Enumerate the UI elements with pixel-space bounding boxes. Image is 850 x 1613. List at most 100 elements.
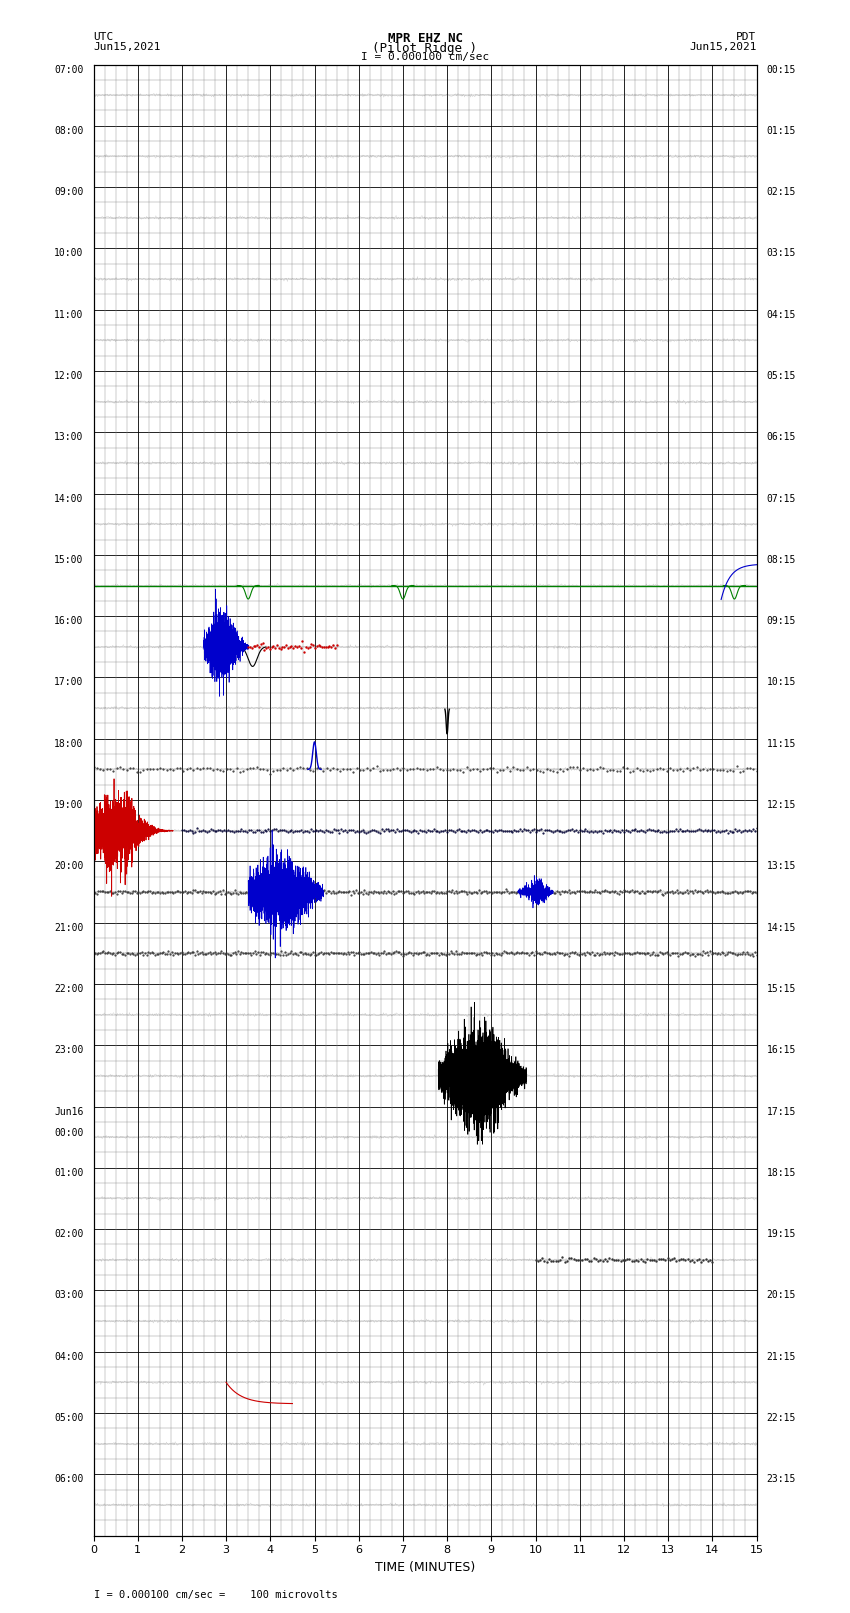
Point xyxy=(133,940,147,966)
Point xyxy=(304,940,318,966)
Point xyxy=(348,942,361,968)
Point xyxy=(245,942,258,968)
Point xyxy=(286,819,300,845)
Point xyxy=(729,753,743,779)
Point xyxy=(620,755,633,781)
Point xyxy=(696,879,710,905)
Point xyxy=(746,879,760,905)
Point xyxy=(148,879,162,905)
Point xyxy=(183,879,196,905)
Point xyxy=(92,877,105,903)
Point xyxy=(515,818,529,844)
Point xyxy=(479,939,492,965)
Point xyxy=(530,879,544,905)
Point xyxy=(736,818,750,844)
Point xyxy=(698,940,711,966)
Point xyxy=(537,877,551,903)
Point xyxy=(246,634,260,660)
Point xyxy=(280,632,293,658)
Point xyxy=(175,879,189,905)
Point xyxy=(200,940,213,966)
Point xyxy=(456,939,469,965)
Point xyxy=(184,939,198,965)
Point xyxy=(550,758,564,784)
Point xyxy=(137,877,150,903)
Point xyxy=(366,818,379,844)
Point xyxy=(645,942,659,968)
Point xyxy=(501,940,514,966)
Point xyxy=(713,819,727,845)
Point xyxy=(348,881,361,907)
Point xyxy=(635,940,649,966)
Point xyxy=(271,818,285,844)
Point xyxy=(264,940,278,966)
X-axis label: TIME (MINUTES): TIME (MINUTES) xyxy=(375,1561,475,1574)
Point xyxy=(614,879,627,905)
Point xyxy=(433,942,446,968)
Point xyxy=(734,819,748,845)
Point xyxy=(396,818,410,844)
Point xyxy=(296,879,309,905)
Point xyxy=(405,942,419,968)
Point xyxy=(343,756,357,782)
Text: 03:00: 03:00 xyxy=(54,1290,83,1300)
Point xyxy=(596,1248,609,1274)
Point xyxy=(529,881,542,907)
Point xyxy=(434,818,448,844)
Text: 01:00: 01:00 xyxy=(54,1168,83,1177)
Point xyxy=(638,1248,652,1274)
Point xyxy=(677,879,690,905)
Point xyxy=(604,756,617,782)
Point xyxy=(734,881,748,907)
Point xyxy=(523,756,536,782)
Point xyxy=(492,879,506,905)
Point xyxy=(640,818,654,844)
Text: 06:00: 06:00 xyxy=(54,1474,83,1484)
Point xyxy=(477,939,490,965)
Point xyxy=(208,939,222,965)
Text: 20:15: 20:15 xyxy=(767,1290,796,1300)
Point xyxy=(422,879,436,905)
Point xyxy=(148,942,162,968)
Point xyxy=(338,818,352,844)
Point xyxy=(224,818,237,844)
Point xyxy=(162,939,175,965)
Point xyxy=(344,882,358,908)
Point xyxy=(375,816,388,842)
Point xyxy=(720,758,734,784)
Point xyxy=(243,940,257,966)
Point xyxy=(261,634,275,660)
Point xyxy=(424,940,438,966)
Point xyxy=(607,942,620,968)
Point xyxy=(273,818,286,844)
Point xyxy=(256,939,269,965)
Point xyxy=(696,818,710,844)
Point xyxy=(318,877,332,903)
Text: 08:15: 08:15 xyxy=(767,555,796,565)
Point xyxy=(150,942,163,968)
Point xyxy=(617,940,631,966)
Point xyxy=(314,877,328,903)
Point xyxy=(367,877,381,903)
Point xyxy=(108,942,122,968)
Point xyxy=(572,877,586,903)
Point xyxy=(356,818,370,844)
Point xyxy=(94,877,107,903)
Point xyxy=(195,879,208,905)
Point xyxy=(611,1247,625,1273)
Point xyxy=(278,881,292,907)
Point xyxy=(647,940,660,966)
Point xyxy=(513,816,527,842)
Point xyxy=(733,816,746,842)
Point xyxy=(447,881,461,907)
Point xyxy=(213,756,227,782)
Point xyxy=(240,756,253,782)
Point xyxy=(663,942,677,968)
Point xyxy=(417,818,431,844)
Point xyxy=(310,632,324,658)
Point xyxy=(462,879,476,905)
Point xyxy=(678,1247,692,1273)
Point xyxy=(246,819,260,845)
Text: 15:00: 15:00 xyxy=(54,555,83,565)
Point xyxy=(142,879,156,905)
